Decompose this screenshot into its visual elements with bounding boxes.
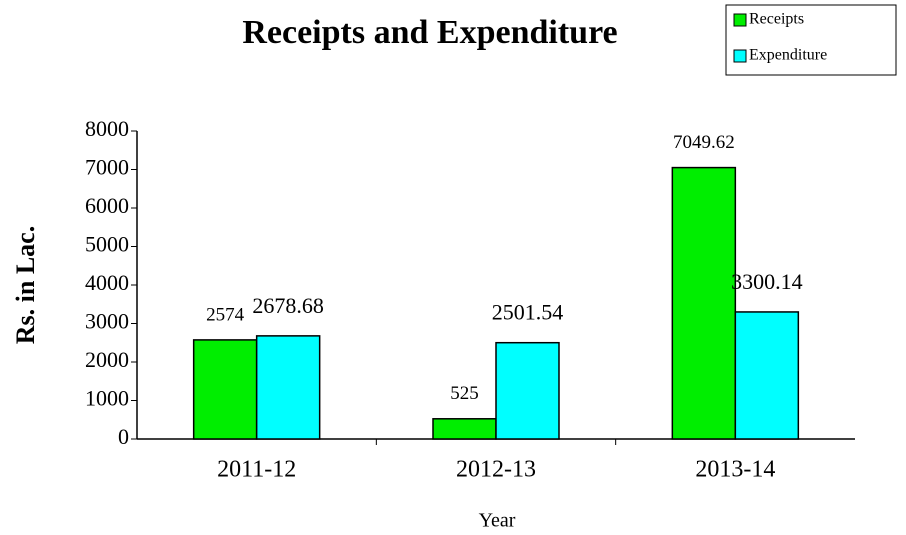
- data-label: 7049.62: [673, 132, 735, 153]
- data-label: 3300.14: [731, 269, 803, 294]
- x-tick-label: 2013-14: [695, 457, 775, 483]
- bar: [255, 335, 321, 440]
- data-label: 2678.68: [252, 293, 324, 318]
- bar: [734, 311, 800, 440]
- bar: [192, 339, 258, 440]
- legend-label: Receipts: [749, 11, 804, 28]
- y-tick-label: 6000: [85, 193, 129, 218]
- chart-title: Receipts and Expenditure: [242, 14, 617, 51]
- y-tick-label: 1000: [85, 386, 129, 411]
- y-tick-label: 4000: [85, 270, 129, 295]
- data-label: 525: [450, 383, 479, 404]
- y-tick-label: 7000: [85, 155, 129, 180]
- legend-box: [725, 4, 897, 76]
- data-label: 2501.54: [492, 300, 564, 325]
- y-tick-label: 2000: [85, 347, 129, 372]
- y-tick-label: 8000: [85, 116, 129, 141]
- y-tick-label: 3000: [85, 309, 129, 334]
- bar: [671, 166, 737, 440]
- bar: [495, 341, 560, 440]
- y-tick-label: 0: [118, 424, 129, 449]
- x-tick-label: 2011-12: [217, 457, 296, 483]
- y-tick-label: 5000: [85, 232, 129, 257]
- legend-swatch: [733, 49, 747, 63]
- legend-label: Expenditure: [749, 47, 827, 64]
- bar: [432, 418, 497, 440]
- data-label: 2574: [206, 304, 245, 325]
- x-tick-label: 2012-13: [456, 457, 536, 483]
- x-axis-label: Year: [479, 510, 516, 532]
- y-axis-label: Rs. in Lac.: [11, 226, 40, 344]
- legend-swatch: [733, 13, 747, 27]
